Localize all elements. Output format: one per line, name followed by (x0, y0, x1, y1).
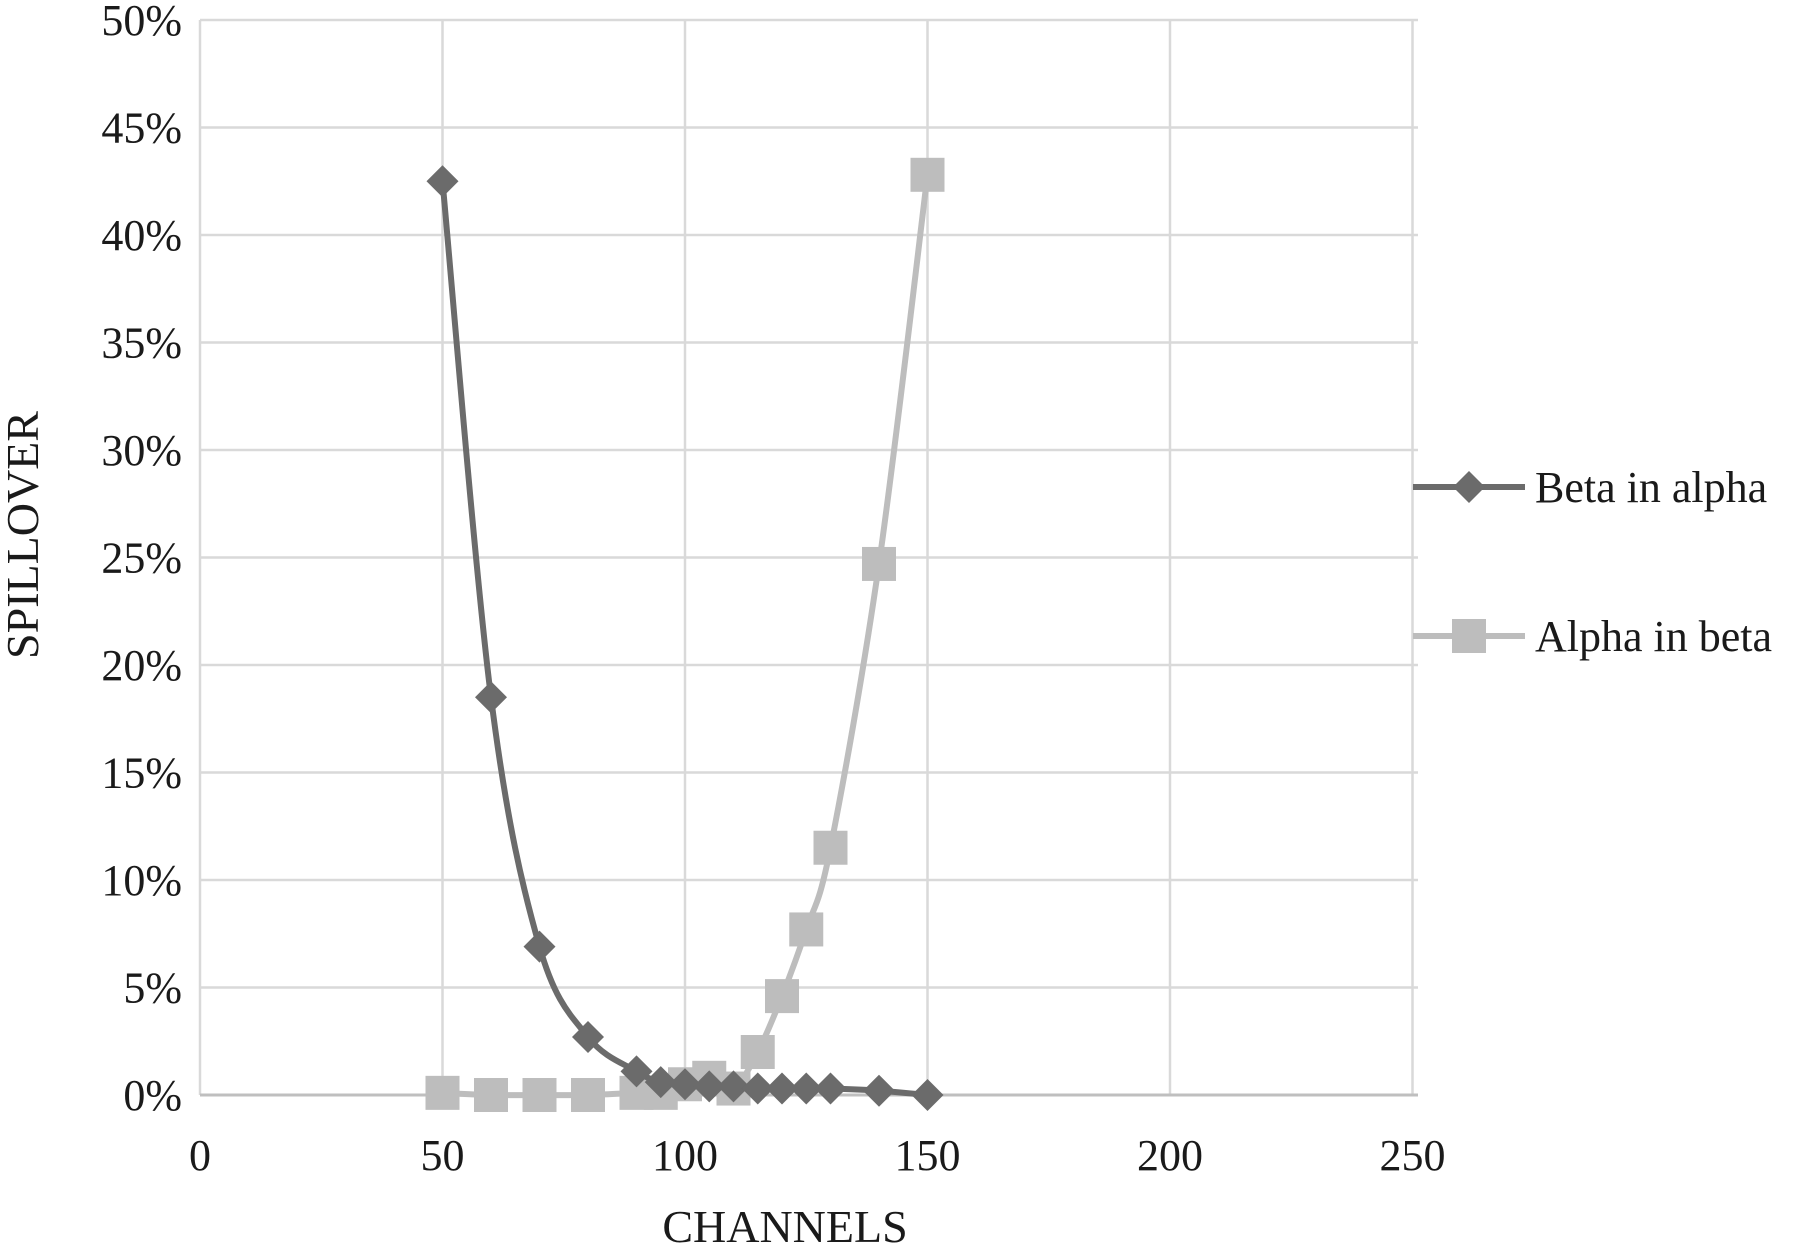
data-point (813, 830, 848, 865)
legend-label: Alpha in beta (1535, 612, 1772, 661)
y-tick-label: 35% (101, 319, 182, 368)
legend: Beta in alpha Alpha in beta (1413, 463, 1772, 661)
data-point (911, 1079, 944, 1111)
data-point (766, 1072, 798, 1105)
legend-label: Beta in alpha (1535, 463, 1767, 512)
data-point (765, 979, 799, 1014)
data-point (644, 1066, 677, 1099)
y-tick-label: 25% (101, 534, 182, 583)
grid (198, 18, 1418, 1097)
x-tick-label: 200 (1137, 1131, 1203, 1180)
x-axis-title: CHANNELS (662, 1201, 907, 1248)
x-tick-label: 0 (189, 1131, 211, 1180)
y-axis-title: SPILLOVER (0, 411, 48, 659)
y-tick-label: 15% (101, 749, 182, 798)
data-point (523, 930, 556, 963)
x-tick-label: 150 (895, 1131, 961, 1180)
data-point (571, 1078, 605, 1112)
legend-item: Alpha in beta (1413, 612, 1772, 661)
y-tick-label: 10% (101, 856, 182, 905)
x-tick-label: 50 (421, 1131, 465, 1180)
y-tick-label: 0% (123, 1071, 182, 1120)
y-tick-label: 45% (101, 104, 182, 153)
plot-series (425, 157, 945, 1112)
x-tick-label: 250 (1380, 1131, 1446, 1180)
y-tick-label: 5% (123, 964, 182, 1013)
legend-marker (1452, 619, 1486, 653)
data-point (717, 1070, 750, 1103)
y-tick-label: 40% (101, 211, 182, 260)
data-point (910, 157, 945, 192)
data-point (475, 681, 507, 714)
data-point (572, 1020, 604, 1053)
y-tick-label: 50% (101, 0, 182, 45)
legend-item: Beta in alpha (1413, 463, 1767, 512)
legend-marker (1453, 471, 1485, 503)
y-tick-label: 30% (101, 426, 182, 475)
data-point (789, 912, 824, 947)
tick-labels: 0% 5% 10% 15% 20% 25% 30% 35% 40% 45% 50% 0 50 100 150… (101, 0, 1445, 1180)
x-tick-label: 100 (652, 1131, 718, 1180)
data-point (862, 546, 896, 581)
data-point (426, 165, 459, 198)
data-point (790, 1072, 823, 1105)
data-point (741, 1072, 774, 1105)
data-point (474, 1078, 508, 1112)
series-beta-in-alpha (426, 165, 944, 1111)
data-point (669, 1068, 701, 1101)
data-point (620, 1055, 653, 1088)
data-point (740, 1035, 775, 1069)
y-tick-label: 20% (101, 641, 182, 690)
data-point (522, 1078, 557, 1112)
data-point (814, 1072, 847, 1105)
data-point (425, 1075, 460, 1110)
data-point (693, 1070, 726, 1103)
data-point (863, 1074, 895, 1107)
